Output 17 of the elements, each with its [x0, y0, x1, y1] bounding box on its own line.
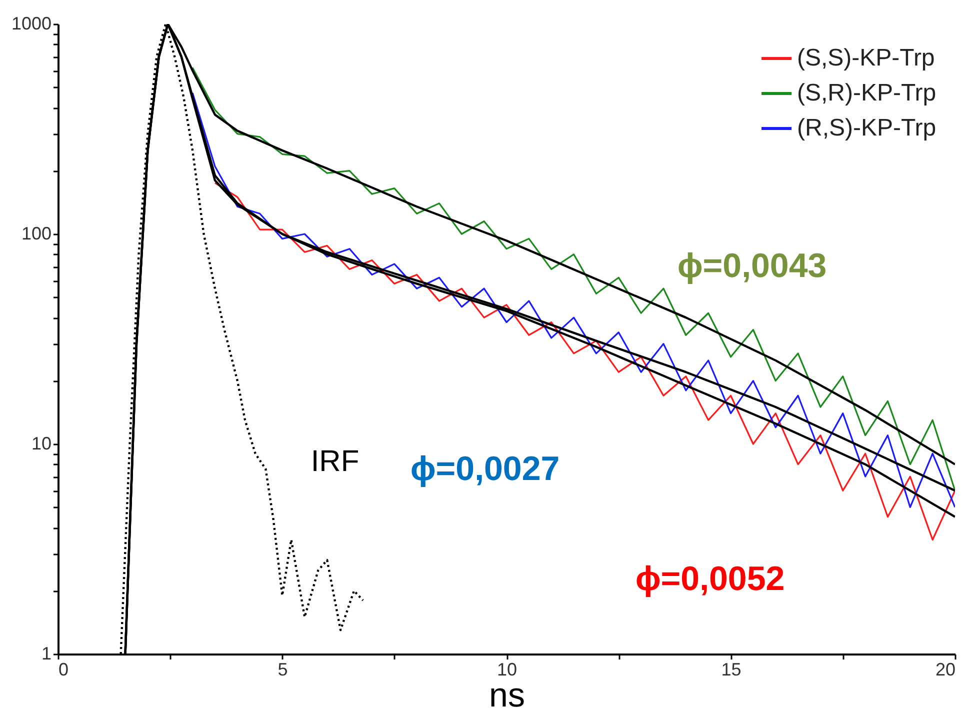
x-axis-title: ns [489, 676, 525, 714]
y-tick-label: 100 [21, 224, 52, 244]
annotation: IRF [310, 445, 360, 478]
legend-label: (S,S)-KP-Trp [797, 44, 935, 72]
x-tick-label: 0 [58, 660, 69, 680]
x-tick-label: 10 [496, 660, 518, 680]
x-tick-label: 15 [721, 660, 742, 680]
legend-label: (R,S)-KP-Trp [797, 114, 936, 142]
annotation: ϕ=0,0052 [635, 560, 785, 598]
y-tick-label: 1000 [11, 14, 52, 34]
x-tick-label: 5 [278, 660, 288, 680]
annotation: ϕ=0,0027 [410, 450, 560, 488]
y-tick-label: 10 [31, 434, 52, 454]
x-tick-label: 20 [935, 660, 956, 680]
annotation: ϕ=0,0043 [677, 247, 827, 285]
y-tick-label: 1 [41, 644, 52, 664]
legend-label: (S,R)-KP-Trp [797, 80, 936, 106]
